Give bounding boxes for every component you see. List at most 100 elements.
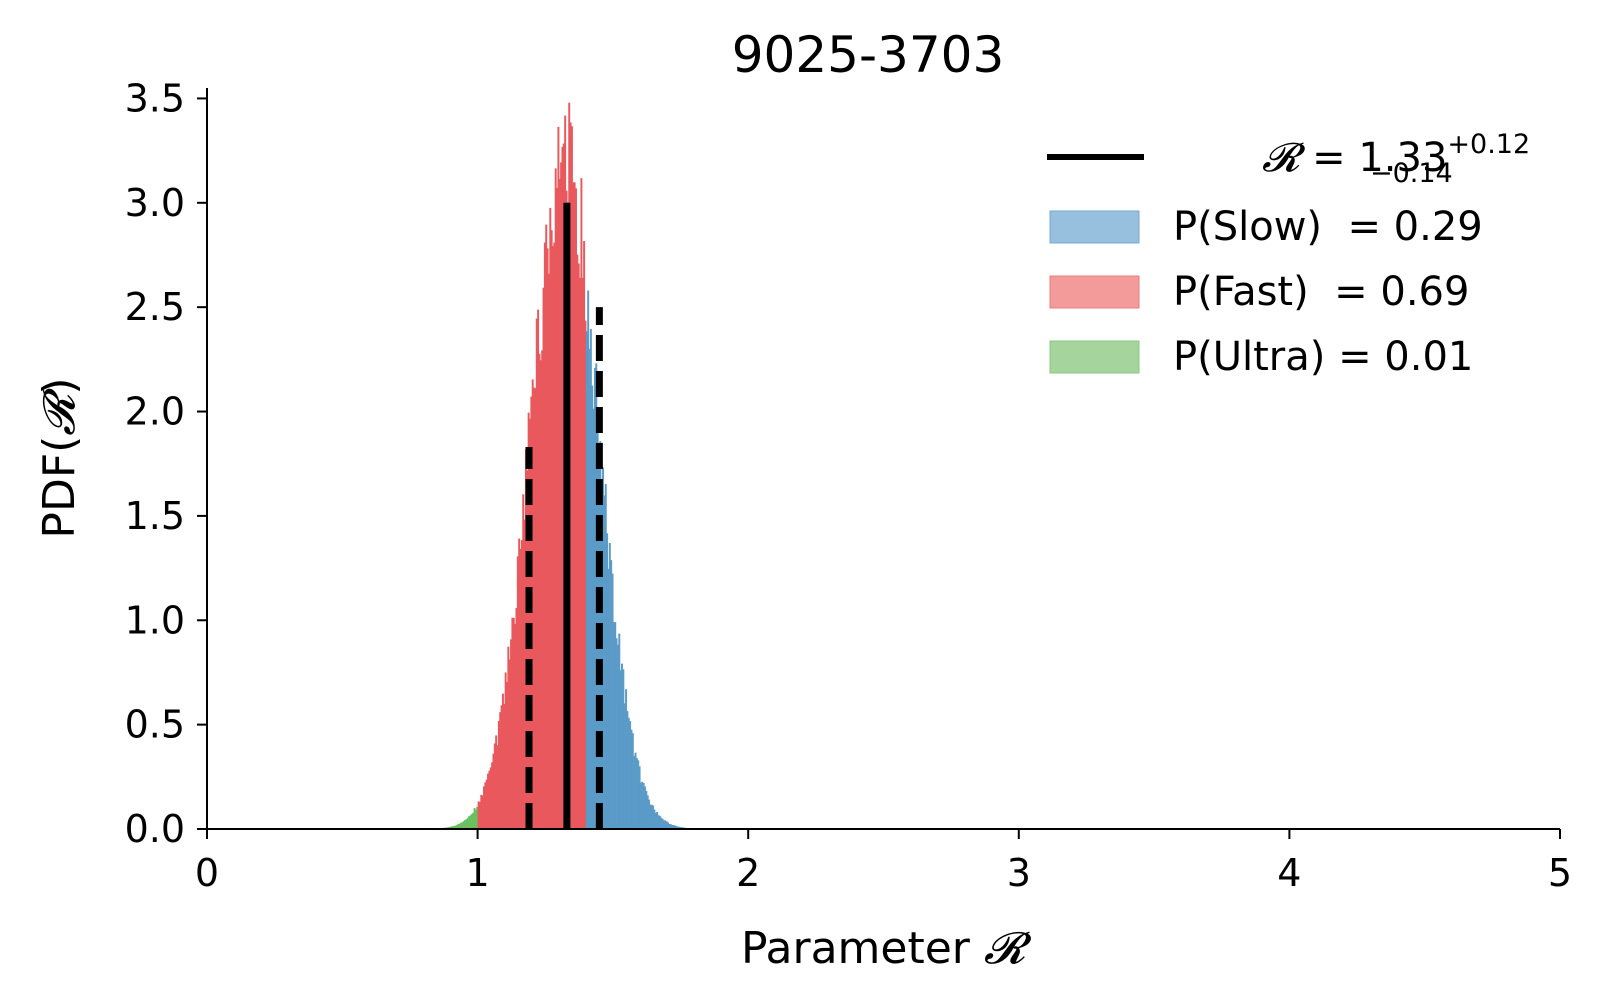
histogram-bar [550,230,553,829]
histogram-bar [552,246,554,830]
histogram-bar [556,187,559,829]
histogram-bar [533,387,536,829]
x-tick-label: 3 [1007,851,1031,895]
histogram-bar [501,693,504,829]
histogram-bar [587,290,590,830]
histogram-bar [611,573,614,829]
histogram-bar [652,805,655,829]
legend-median-sup: +0.12 [1447,129,1530,160]
reference-lines [525,202,603,829]
histogram-bar [542,287,545,830]
histogram-bar [461,822,464,829]
histogram-bar [511,617,514,829]
histogram-bar [481,795,484,829]
histogram-bar [644,786,646,829]
histogram-bar [553,242,556,830]
histogram-bar [541,350,544,829]
legend-fast-swatch [1049,275,1140,309]
histogram-bar [520,540,523,829]
histogram-bar [577,263,580,829]
histogram-bar [545,224,548,830]
histogram-bar [496,745,499,829]
histogram-bar [506,681,508,829]
histogram-bar [469,815,472,829]
histogram-bar [657,815,660,829]
histogram-bar [569,122,572,829]
histogram-bar [474,809,477,829]
histogram-bar [483,786,485,829]
histogram-bar [462,821,465,829]
histogram-bar [493,743,496,829]
histogram-bar [539,360,542,829]
y-tick-label: 1.5 [125,494,185,538]
x-axis-label: Parameter 𝓡 [741,923,1032,974]
histogram-bar [450,826,453,829]
histogram-bar [484,782,487,829]
histogram-bar [470,814,473,829]
histogram-bar [554,168,557,829]
histogram-bar [458,823,461,829]
histogram-bar [656,812,659,829]
histogram-bar [465,819,468,829]
x-tick-label: 0 [195,851,219,895]
legend-slow-swatch [1049,210,1140,244]
histogram-bar [537,309,540,830]
histogram-bar [476,806,479,829]
histogram-bar [623,703,626,829]
histogram-bar [451,826,454,829]
histogram-bar [531,379,534,829]
histogram-bar [615,638,618,829]
histogram-bar [497,721,500,829]
histogram-bar [512,617,515,829]
histogram-bar [508,659,511,829]
histogram-bar [535,318,538,829]
histogram-bar [526,470,529,829]
histogram-bar [480,794,483,829]
histogram-bar [500,705,503,829]
histogram-bar [631,733,634,829]
histogram-bar [558,178,561,829]
histogram-bar [473,808,476,829]
histogram-bar [639,782,642,829]
histogram-bar [492,753,495,829]
histogram-bar [583,240,586,829]
legend-median-label: 𝓡 = 1.33+0.12 [1173,117,1594,181]
x-axis-label-text: Parameter [741,923,971,974]
histogram-bar [668,823,671,829]
histogram-bar [515,607,518,829]
x-tick-label: 5 [1548,851,1572,895]
histogram-bar [472,812,475,829]
histogram-bar [603,495,606,829]
histogram-bar [573,182,576,830]
legend-ultra-label: P(Ultra) = 0.01 [1173,334,1473,380]
histogram-bar [593,367,596,829]
histogram-bar [464,820,467,829]
histogram-bar [630,729,633,829]
histogram-bar [614,622,617,829]
histogram-bar [510,639,513,829]
histogram-bar [677,826,680,829]
histogram-bar [606,533,609,829]
x-tick-label: 4 [1277,851,1301,895]
histogram-bar [612,621,615,829]
histogram-bar [626,711,629,829]
histogram-bar [575,188,577,830]
x-axis-label-symbol: 𝓡 [984,923,1032,974]
y-tick-label: 3.0 [125,181,185,225]
histogram-bar [487,773,490,829]
chart-title: 9025-3703 [732,26,1005,84]
histogram-bar [619,670,622,829]
histogram-bar [589,328,592,829]
histogram-bar [491,762,494,829]
y-tick-label: 3.5 [125,76,185,120]
histogram-bar [477,801,480,829]
histogram-bar [633,756,636,829]
histogram-bar [642,782,645,829]
histogram-bar [519,548,522,829]
histogram-bar [616,644,619,829]
legend-ultra-swatch [1049,340,1140,374]
histogram-bar [650,804,653,829]
histogram-bar [588,348,591,829]
histogram-bar [675,825,678,829]
